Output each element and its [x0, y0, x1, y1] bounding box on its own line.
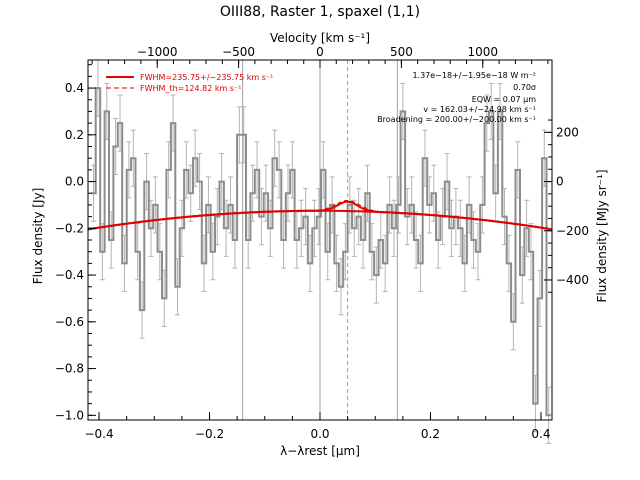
top-x-tick-label: 1000: [468, 45, 499, 59]
plot-area: −0.4 −0.2 0.0 0.2 0.4 0.4 0.2 0.0 −0.2 −0.4 −0.6 −0…: [55, 45, 589, 444]
x-tick-label: −0.2: [195, 427, 224, 441]
right-y-tick-label: 200: [556, 125, 579, 139]
y-tick-label: −0.8: [55, 362, 84, 376]
x-tick-label: 0.4: [531, 427, 550, 441]
y-tick-label: −1.0: [55, 408, 84, 422]
fit-annotations: 1.37e−18+/−1.95e−18 W m⁻² 0.70σ EQW = 0.…: [377, 71, 536, 124]
annotation-velocity: v = 162.03+/−24.98 km s⁻¹: [423, 105, 536, 114]
annotation-eqw: EQW = 0.07 μm: [472, 95, 536, 104]
x-tick-label: 0.0: [310, 427, 329, 441]
top-axis-title: Velocity [km s⁻¹]: [270, 31, 370, 45]
annotation-significance: 0.70σ: [513, 83, 536, 92]
y-tick-label: 0.0: [65, 175, 84, 189]
x-tick-label: 0.2: [421, 427, 440, 441]
fit-gaussian: [87, 200, 553, 231]
annotation-broadening: Broadening = 200.00+/−200.00 km s⁻¹: [377, 115, 536, 124]
legend-fwhm-label: FWHM=235.75+/−235.75 km s⁻¹: [140, 73, 273, 82]
annotation-line-flux: 1.37e−18+/−1.95e−18 W m⁻²: [412, 71, 536, 80]
right-y-tick-label: −200: [556, 224, 589, 238]
spectrum-line: [91, 87, 551, 417]
y-axis-title: Flux density [Jy]: [31, 188, 45, 285]
top-x-tick-label: −500: [222, 45, 255, 59]
legend-fwhm-th-label: FWHM_th=124.82 km s⁻¹: [140, 84, 241, 93]
y-tick-label: −0.2: [55, 221, 84, 235]
right-y-tick-label: −400: [556, 273, 589, 287]
x-axis-title: λ−λrest [μm]: [280, 444, 360, 458]
chart-title: OIII88, Raster 1, spaxel (1,1): [220, 4, 420, 20]
y-tick-label: 0.2: [65, 128, 84, 142]
right-axis-title: Flux density [MJy sr⁻¹]: [595, 169, 609, 302]
x-tick-label: −0.4: [84, 427, 113, 441]
legend: FWHM=235.75+/−235.75 km s⁻¹ FWHM_th=124.…: [106, 73, 273, 93]
y-tick-label: 0.4: [65, 81, 84, 95]
top-x-tick-label: 0: [316, 45, 324, 59]
right-y-tick-label: 0: [556, 175, 564, 189]
y-tick-label: −0.6: [55, 315, 84, 329]
y-tick-label: −0.4: [55, 268, 84, 282]
top-x-tick-label: 500: [390, 45, 413, 59]
top-x-tick-label: −1000: [137, 45, 178, 59]
